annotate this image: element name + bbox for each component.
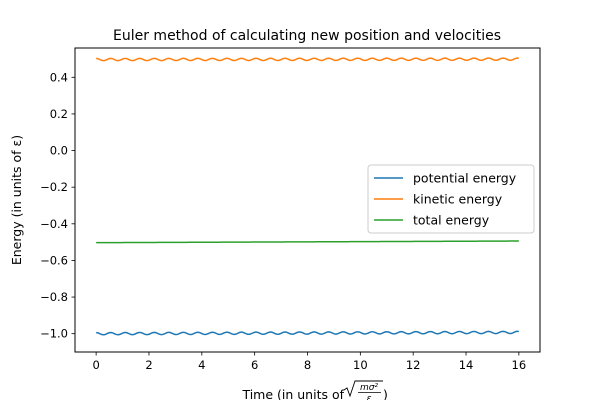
y-tick-label: −0.4 xyxy=(40,217,68,231)
y-ticks: −1.0 −0.8 −0.6 −0.4 −0.2 0.0 0.2 0.4 xyxy=(40,70,75,341)
x-tick-label: 8 xyxy=(304,358,311,372)
series-line-2 xyxy=(96,240,519,244)
x-tick-label: 16 xyxy=(512,358,527,372)
x-ticks: 0 2 4 6 8 10 12 14 16 xyxy=(92,352,526,372)
x-axis-label-sqrt-denominator: ε xyxy=(367,394,372,400)
y-axis-label: Energy (in units of ε) xyxy=(9,135,24,265)
chart-title: Euler method of calculating new position… xyxy=(113,28,501,44)
series-layer xyxy=(96,57,519,336)
y-tick-label: −0.6 xyxy=(40,253,68,267)
y-tick-label: −0.8 xyxy=(40,290,68,304)
legend-box xyxy=(367,164,535,234)
y-tick-label: −1.0 xyxy=(40,327,68,341)
y-tick-label: 0.4 xyxy=(50,70,68,84)
x-axis-label-sqrt-numerator: mσ² xyxy=(360,383,378,393)
y-tick-label: 0.0 xyxy=(50,144,68,158)
x-tick-label: 10 xyxy=(353,358,368,372)
legend-label-2: total energy xyxy=(413,213,490,228)
x-tick-label: 2 xyxy=(145,358,152,372)
legend-label-0: potential energy xyxy=(413,171,517,186)
x-axis-label: Time (in units of mσ² ε ) xyxy=(241,380,388,400)
y-tick-label: 0.2 xyxy=(50,107,68,121)
x-tick-label: 4 xyxy=(198,358,205,372)
x-axis-label-suffix: ) xyxy=(383,387,388,400)
y-tick-label: −0.2 xyxy=(40,180,68,194)
x-axis-label-prefix: Time (in units of xyxy=(241,387,344,400)
legend: potential energy kinetic energy total ener… xyxy=(367,164,535,234)
x-tick-label: 12 xyxy=(406,358,421,372)
sqrt-symbol xyxy=(343,380,383,398)
legend-label-1: kinetic energy xyxy=(413,192,503,207)
x-tick-label: 0 xyxy=(92,358,99,372)
series-line-0 xyxy=(96,330,519,336)
x-tick-label: 6 xyxy=(251,358,258,372)
x-tick-label: 14 xyxy=(459,358,474,372)
series-line-1 xyxy=(96,57,519,62)
